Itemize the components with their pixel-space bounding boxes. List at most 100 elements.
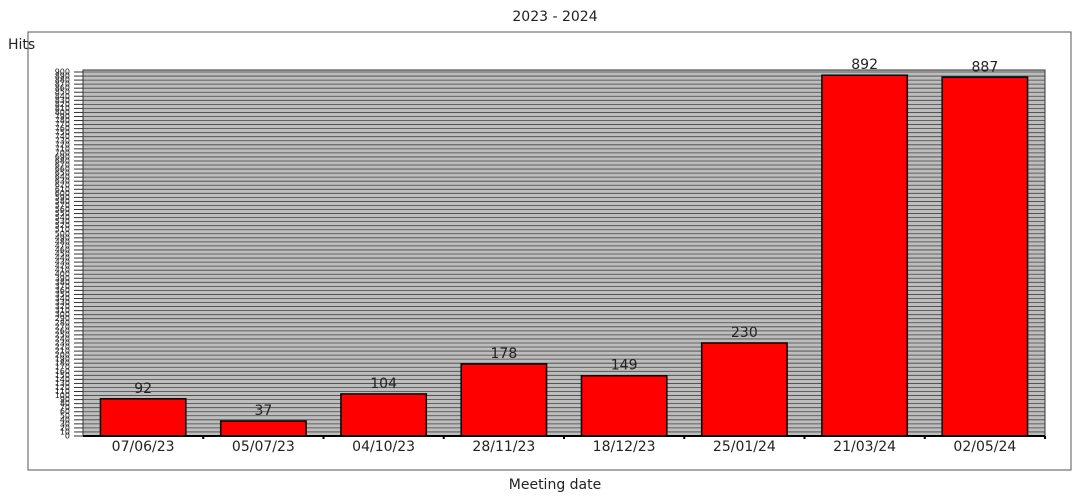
x-tick-label: 21/03/24 (833, 439, 896, 455)
y-tick-label: 550 (55, 209, 70, 218)
data-label: 892 (851, 57, 878, 73)
y-tick-label: 230 (55, 338, 70, 347)
y-tick-label: 760 (55, 124, 70, 133)
y-tick-label: 320 (55, 302, 70, 311)
y-tick-label: 620 (55, 181, 70, 190)
bar (941, 76, 1029, 437)
y-tick-label: 240 (55, 334, 70, 343)
y-tick-label: 900 (55, 68, 70, 77)
x-tick-label: 07/06/23 (112, 439, 175, 455)
data-label: 92 (134, 381, 152, 397)
y-tick-label: 350 (55, 290, 70, 299)
y-tick-label: 700 (55, 148, 70, 157)
y-tick-label: 210 (55, 347, 70, 356)
y-tick-label: 370 (55, 282, 70, 291)
data-label: 37 (254, 403, 272, 419)
y-tick-label: 150 (55, 371, 70, 380)
y-tick-label: 130 (55, 379, 70, 388)
bar (460, 363, 548, 437)
bar (821, 74, 909, 437)
y-tick-label: 190 (55, 355, 70, 364)
y-tick-label: 60 (60, 407, 70, 416)
y-tick-label: 720 (55, 140, 70, 149)
y-tick-label: 800 (55, 108, 70, 117)
y-tick-label: 340 (55, 294, 70, 303)
y-tick-label: 750 (55, 128, 70, 137)
y-tick-label: 870 (55, 80, 70, 89)
x-tick-label: 18/12/23 (593, 439, 656, 455)
y-tick-label: 690 (55, 152, 70, 161)
y-tick-label: 710 (55, 144, 70, 153)
y-tick-label: 220 (55, 343, 70, 352)
x-axis-label: Meeting date (509, 477, 601, 493)
y-tick-label: 420 (55, 262, 70, 271)
y-tick-label: 830 (55, 96, 70, 105)
y-tick-label: 740 (55, 132, 70, 141)
x-tick-label: 28/11/23 (472, 439, 535, 455)
y-tick-label: 460 (55, 245, 70, 254)
y-tick-label: 360 (55, 286, 70, 295)
x-tick-label: 02/05/24 (953, 439, 1016, 455)
y-tick-label: 300 (55, 310, 70, 319)
y-tick-label: 770 (55, 120, 70, 129)
y-tick-label: 250 (55, 330, 70, 339)
y-tick-label: 680 (55, 156, 70, 165)
bar (99, 398, 187, 437)
data-label: 178 (491, 346, 518, 362)
y-tick-label: 100 (55, 391, 70, 400)
data-label: 104 (370, 376, 397, 392)
y-axis-label: Hits (8, 37, 35, 53)
y-tick-label: 630 (55, 177, 70, 186)
y-tick-label: 40 (60, 415, 70, 424)
y-tick-label: 530 (55, 217, 70, 226)
data-label: 887 (972, 59, 999, 75)
x-tick-label: 05/07/23 (232, 439, 295, 455)
y-tick-label: 140 (55, 375, 70, 384)
bar (580, 374, 668, 437)
y-tick-label: 440 (55, 254, 70, 263)
y-tick-label: 450 (55, 250, 70, 259)
y-tick-label: 520 (55, 221, 70, 230)
y-tick-label: 590 (55, 193, 70, 202)
y-tick-label: 70 (60, 403, 70, 412)
y-tick-label: 0 (65, 432, 70, 441)
y-tick-label: 90 (60, 395, 70, 404)
y-tick-label: 430 (55, 258, 70, 267)
y-tick-label: 500 (55, 229, 70, 238)
y-tick-label: 890 (55, 72, 70, 81)
y-tick-label: 120 (55, 383, 70, 392)
y-tick-label: 730 (55, 136, 70, 145)
y-tick-label: 640 (55, 173, 70, 182)
y-tick-label: 650 (55, 169, 70, 178)
x-tick-label: 25/01/24 (713, 439, 776, 455)
y-tick-label: 280 (55, 318, 70, 327)
y-tick-label: 480 (55, 237, 70, 246)
y-tick-label: 510 (55, 225, 70, 234)
data-label: 149 (611, 358, 638, 374)
y-tick-label: 260 (55, 326, 70, 335)
y-tick-label: 380 (55, 278, 70, 287)
y-tick-label: 540 (55, 213, 70, 222)
y-tick-label: 400 (55, 270, 70, 279)
y-tick-label: 810 (55, 104, 70, 113)
y-tick-label: 850 (55, 88, 70, 97)
y-tick-label: 600 (55, 189, 70, 198)
y-tick-label: 390 (55, 274, 70, 283)
y-tick-label: 200 (55, 351, 70, 360)
bar (340, 393, 428, 437)
y-tick-label: 880 (55, 76, 70, 85)
y-tick-label: 330 (55, 298, 70, 307)
y-tick-label: 580 (55, 197, 70, 206)
bar (700, 342, 788, 437)
y-tick-label: 20 (60, 423, 70, 432)
y-tick-label: 790 (55, 112, 70, 121)
data-label: 230 (731, 325, 758, 341)
y-tick-label: 270 (55, 322, 70, 331)
y-tick-label: 10 (60, 427, 70, 436)
y-tick-label: 110 (55, 387, 70, 396)
y-tick-label: 660 (55, 165, 70, 174)
y-tick-label: 820 (55, 100, 70, 109)
y-tick-label: 570 (55, 201, 70, 210)
bar (219, 420, 307, 437)
